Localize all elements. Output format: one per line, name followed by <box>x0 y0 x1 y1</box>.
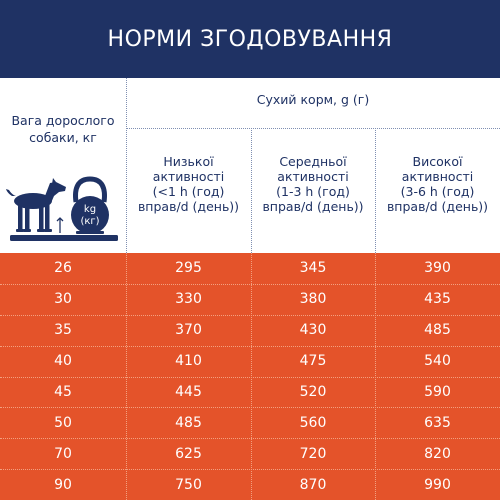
header-line: активності <box>277 169 349 184</box>
table-row: 70 625 720 820 <box>0 438 500 469</box>
weight-cell: 30 <box>54 291 72 308</box>
weight-cell: 50 <box>54 414 72 431</box>
header-line: (<1 h (год) <box>152 184 225 199</box>
dog-weight-illustration <box>6 176 118 241</box>
header-line: Низької <box>163 154 214 169</box>
low-activity-cell: 750 <box>175 476 202 493</box>
low-activity-cell: 370 <box>175 322 202 339</box>
header-divider <box>375 128 376 253</box>
table-row: 90 750 870 990 <box>0 469 500 500</box>
row-divider <box>0 376 500 378</box>
row-divider <box>0 438 500 440</box>
header-divider <box>126 78 127 253</box>
high-activity-cell: 635 <box>424 414 451 431</box>
weight-cell: 90 <box>54 476 72 493</box>
low-activity-cell: 485 <box>175 414 202 431</box>
table-row: 45 445 520 590 <box>0 377 500 408</box>
weight-label-line2: собаки, кг <box>29 130 97 145</box>
high-activity-cell: 435 <box>424 291 451 308</box>
weight-column-header: Вага дорослого собаки, кг <box>0 112 126 146</box>
table-row: 40 410 475 540 <box>0 346 500 377</box>
row-divider <box>0 345 500 347</box>
weight-cell: 45 <box>54 383 72 400</box>
header-line: (3-6 h (год) <box>400 184 475 199</box>
scale-icon <box>10 235 118 241</box>
header-line: (1-3 h (год) <box>276 184 350 199</box>
medium-activity-cell: 475 <box>299 353 327 370</box>
header-divider <box>251 128 252 253</box>
kettlebell-unit: kg <box>83 204 97 215</box>
table-row: 26 295 345 390 <box>0 253 500 284</box>
weight-cell: 35 <box>54 322 72 339</box>
high-activity-cell: 590 <box>424 383 451 400</box>
header-line: Високої <box>412 154 463 169</box>
high-activity-cell: 390 <box>424 260 451 277</box>
feeding-table-body: 26 295 345 390 30 330 380 435 35 370 430… <box>0 253 500 500</box>
table-header: Вага дорослого собаки, кг Сухий корм, g … <box>0 78 500 253</box>
header-line: вправ/d (день)) <box>262 199 364 214</box>
high-activity-header: Високої активності (3-6 h (год) вправ/d … <box>375 154 500 214</box>
row-divider <box>0 469 500 471</box>
header-line: активності <box>401 169 474 184</box>
medium-activity-cell: 345 <box>299 260 327 277</box>
medium-activity-cell: 520 <box>299 383 327 400</box>
kettlebell-label: kg (кг) <box>74 204 106 228</box>
table-row: 50 485 560 635 <box>0 407 500 438</box>
header-line: вправ/d (день)) <box>137 199 240 214</box>
table-row: 35 370 430 485 <box>0 315 500 346</box>
header-line: активності <box>152 169 225 184</box>
low-activity-cell: 410 <box>175 353 202 370</box>
kettlebell-icon <box>71 176 109 234</box>
row-divider <box>0 407 500 409</box>
kettlebell-unit-ua: (кг) <box>80 216 100 227</box>
low-activity-cell: 295 <box>175 260 202 277</box>
weight-cell: 40 <box>54 353 72 370</box>
high-activity-cell: 990 <box>424 476 451 493</box>
low-activity-cell: 445 <box>175 383 202 400</box>
title-text: НОРМИ ЗГОДОВУВАННЯ <box>107 26 393 52</box>
low-activity-cell: 625 <box>175 445 202 462</box>
row-divider <box>0 283 500 285</box>
dog-icon <box>6 178 66 232</box>
medium-activity-cell: 380 <box>299 291 327 308</box>
medium-activity-header: Середньої активності (1-3 h (год) вправ/… <box>251 154 375 214</box>
medium-activity-cell: 720 <box>299 445 327 462</box>
medium-activity-cell: 870 <box>299 476 327 493</box>
weight-cell: 70 <box>54 445 72 462</box>
medium-activity-cell: 430 <box>299 322 327 339</box>
weight-cell: 26 <box>54 260 72 277</box>
high-activity-cell: 820 <box>424 445 451 462</box>
row-divider <box>0 314 500 316</box>
high-activity-cell: 485 <box>424 322 451 339</box>
low-activity-cell: 330 <box>175 291 202 308</box>
header-line: Середньої <box>279 154 347 169</box>
table-row: 30 330 380 435 <box>0 284 500 315</box>
weight-label-line1: Вага дорослого <box>11 113 115 128</box>
low-activity-header: Низької активності (<1 h (год) вправ/d (… <box>126 154 251 214</box>
dry-food-header: Сухий корм, g (г) <box>256 92 370 107</box>
page-title: НОРМИ ЗГОДОВУВАННЯ <box>0 0 500 78</box>
header-divider <box>126 128 500 129</box>
high-activity-cell: 540 <box>424 353 451 370</box>
arrow-up-icon <box>56 217 64 233</box>
header-line: вправ/d (день)) <box>386 199 489 214</box>
medium-activity-cell: 560 <box>299 414 327 431</box>
